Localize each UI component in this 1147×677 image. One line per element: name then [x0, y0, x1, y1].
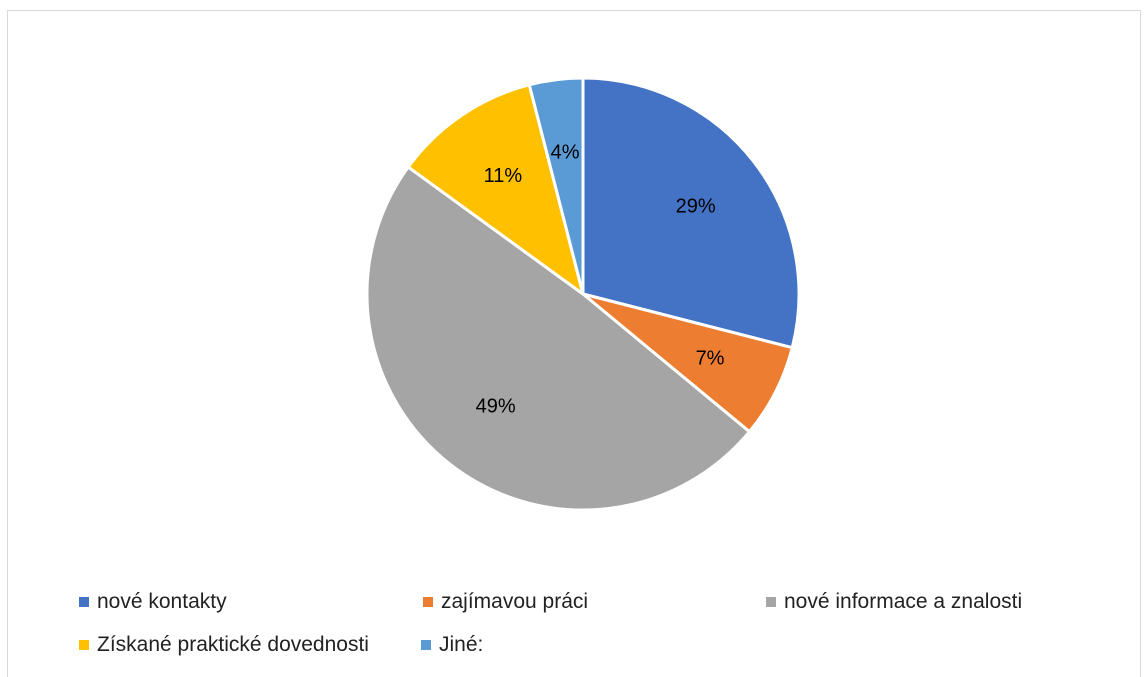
legend-swatch — [766, 597, 776, 607]
legend-label: Jiné: — [439, 633, 484, 656]
pie-slice-nove-kontakty — [581, 76, 801, 350]
pie-slices — [365, 76, 801, 512]
legend-item-nove-informace: nové informace a znalosti — [766, 590, 1022, 614]
pie-slice-nove-informace — [365, 165, 751, 512]
legend-item-ziskane-dovednosti: Získané praktické dovednosti — [79, 633, 369, 657]
pie-slice-ziskane-dovednosti — [406, 83, 585, 296]
legend-swatch — [79, 597, 89, 607]
pie-labels: 29% 7% 49% 11% 4% — [476, 142, 725, 418]
pie-slice-jine — [527, 76, 585, 296]
legend-swatch — [421, 640, 431, 650]
legend-item-zajimavou-praci: zajímavou práci — [423, 590, 588, 614]
legend-label: nové informace a znalosti — [784, 590, 1023, 613]
pie-label-zajimavou-praci: 7% — [696, 348, 725, 370]
pie-label-nove-kontakty: 29% — [676, 196, 716, 218]
legend-swatch — [423, 597, 433, 607]
legend-label: zajímavou práci — [441, 590, 589, 613]
legend-label: Získané praktické dovednosti — [97, 633, 369, 656]
pie-label-ziskane-dovednosti: 11% — [484, 165, 523, 187]
pie-label-jine: 4% — [551, 142, 580, 164]
legend-item-jine: Jiné: — [421, 633, 483, 657]
legend-label: nové kontakty — [97, 590, 227, 613]
legend-swatch — [79, 640, 89, 650]
pie-label-nove-informace: 49% — [476, 396, 516, 418]
legend-item-nove-kontakty: nové kontakty — [79, 590, 227, 614]
